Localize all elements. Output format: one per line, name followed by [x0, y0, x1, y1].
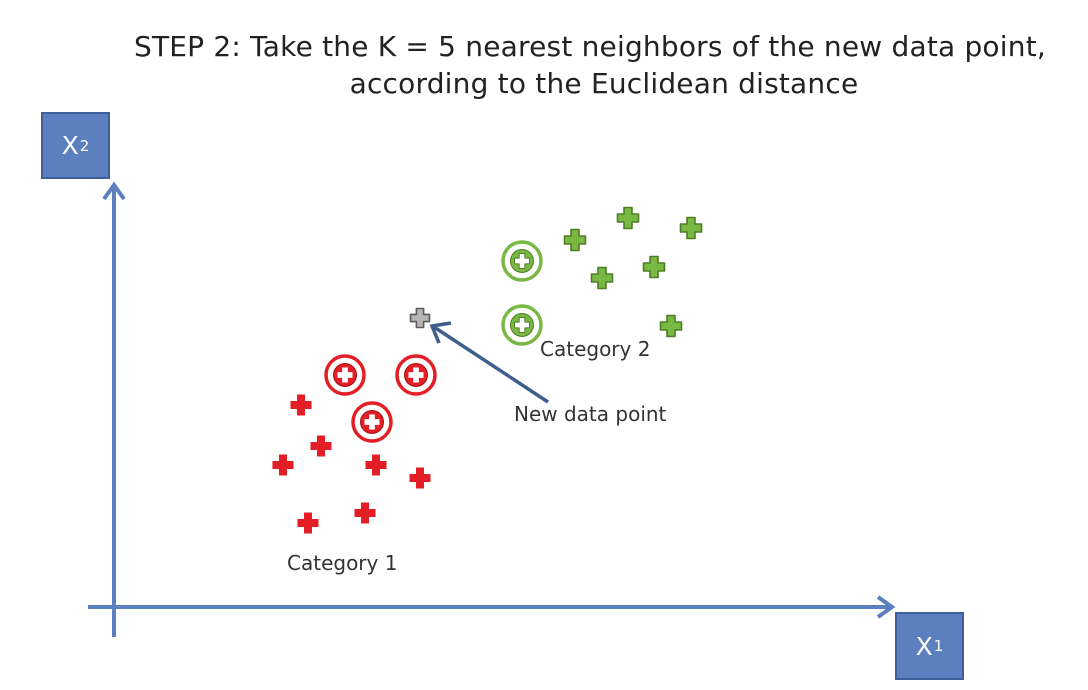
plus-marker [272, 454, 294, 476]
category-2-point-5 [679, 216, 703, 240]
title-line-2: according to the Euclidean distance [349, 67, 859, 100]
plus-marker [409, 307, 431, 329]
plus-marker [354, 502, 376, 524]
category-2-point-2 [501, 304, 543, 346]
category-2-point-6 [590, 266, 614, 290]
plus-marker [408, 367, 424, 383]
new-data-point-label: New data point [514, 402, 667, 426]
x-axis-label: X [915, 631, 933, 661]
category-1-point-3 [351, 401, 393, 443]
plus-marker [365, 454, 387, 476]
category-1-label: Category 1 [287, 551, 398, 575]
title-step: STEP 2 [134, 30, 232, 63]
plus-marker [514, 253, 530, 269]
category-1-point-9 [354, 502, 376, 524]
slide-title: STEP 2: Take the K = 5 nearest neighbors… [0, 28, 1088, 102]
category-1-point-6 [272, 454, 294, 476]
plus-marker [642, 255, 666, 279]
category-2-point-4 [616, 206, 640, 230]
y-axis-arrowhead [102, 181, 126, 201]
category-2-point-7 [642, 255, 666, 279]
arrow-head [429, 321, 452, 344]
plus-marker [563, 228, 587, 252]
plus-marker [679, 216, 703, 240]
title-line-1-text: : Take the K = 5 nearest neighbors of th… [231, 30, 1046, 63]
category-1-point-1 [324, 354, 366, 396]
plus-marker [310, 435, 332, 457]
category-1-point-2 [395, 354, 437, 396]
plus-marker [659, 314, 683, 338]
category-1-point-7 [365, 454, 387, 476]
title-line-1: STEP 2: Take the K = 5 nearest neighbors… [46, 28, 1088, 65]
new-point-arrow [429, 321, 549, 404]
plus-marker [290, 394, 312, 416]
category-2-point-8 [659, 314, 683, 338]
axes [88, 181, 896, 637]
category-1-point-8 [409, 467, 431, 489]
category-2-point-1 [501, 240, 543, 282]
category-1-point-5 [310, 435, 332, 457]
y-axis-subscript: 2 [79, 136, 90, 155]
plus-marker [409, 467, 431, 489]
plus-marker [514, 317, 530, 333]
x-axis-arrowhead [876, 595, 896, 619]
plus-marker [337, 367, 353, 383]
plus-marker [364, 414, 380, 430]
category-2-point-3 [563, 228, 587, 252]
new-data-point-1 [409, 307, 431, 329]
data-points [272, 206, 703, 534]
y-axis-label: X [61, 131, 79, 160]
x-axis-subscript: 1 [933, 637, 944, 655]
plus-marker [616, 206, 640, 230]
arrow-shaft [433, 325, 549, 404]
plus-marker [590, 266, 614, 290]
category-1-point-10 [297, 512, 319, 534]
category-1-point-4 [290, 394, 312, 416]
plus-marker [297, 512, 319, 534]
category-2-label: Category 2 [540, 337, 651, 361]
